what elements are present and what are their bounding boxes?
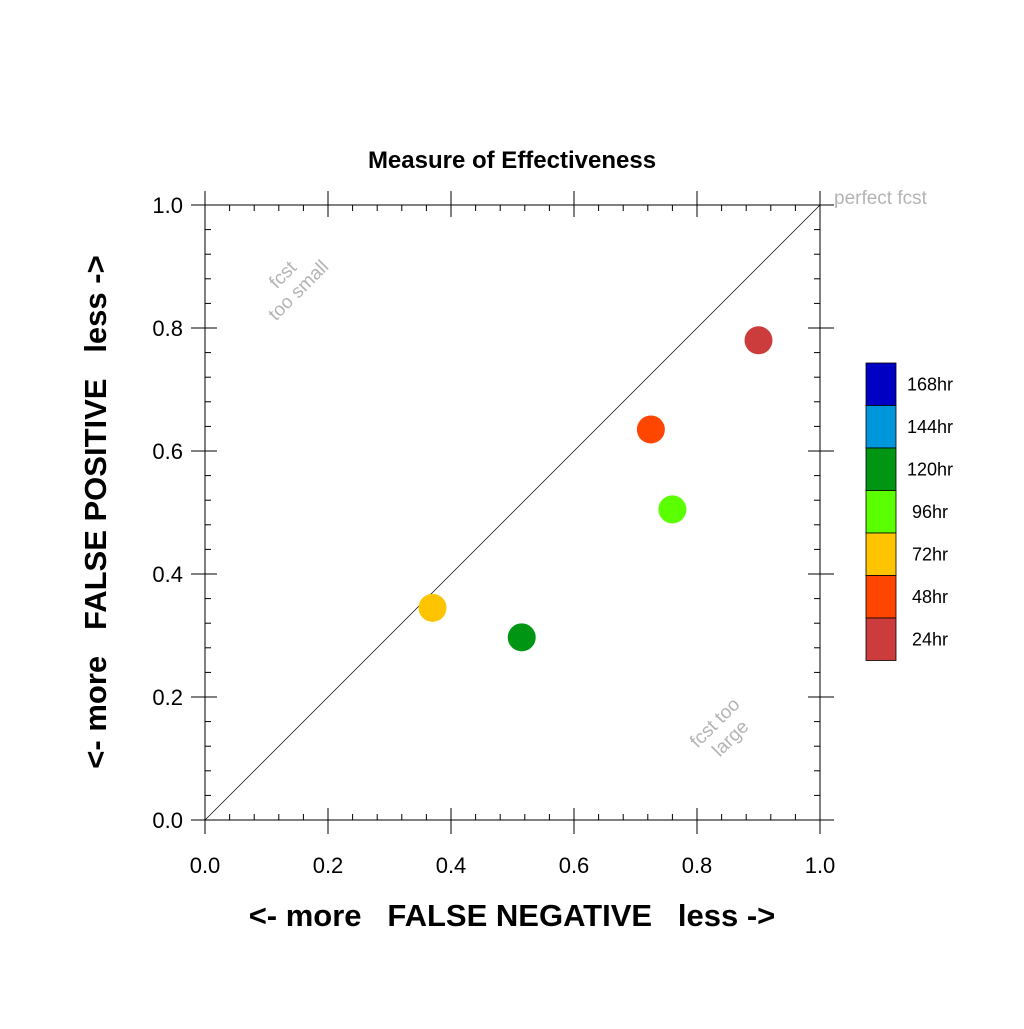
legend-label-24hr: 24hr: [912, 629, 948, 649]
y-tick-label: 0.4: [152, 562, 183, 587]
annotation-too-small: fcst too small: [265, 257, 334, 326]
data-point-48hr: [636, 415, 665, 444]
legend-label-168hr: 168hr: [907, 374, 953, 394]
legend-swatch-144hr: [865, 405, 897, 449]
legend-label-72hr: 72hr: [912, 544, 948, 564]
legend-swatch-168hr: [865, 362, 897, 406]
perfect-forecast-line: [204, 204, 821, 821]
y-tick-label: 0.8: [152, 316, 183, 341]
legend-label-96hr: 96hr: [912, 502, 948, 522]
y-tick-label: 1.0: [152, 193, 183, 218]
legend-label-48hr: 48hr: [912, 587, 948, 607]
x-tick-label: 0.6: [559, 853, 590, 878]
legend-swatch-72hr: [865, 532, 897, 576]
x-tick-label: 0.8: [682, 853, 713, 878]
x-axis-label: <- more FALSE NEGATIVE less ->: [249, 898, 776, 933]
data-point-120hr: [507, 623, 536, 652]
data-point-24hr: [744, 326, 773, 355]
y-tick-label: 0.2: [152, 685, 183, 710]
axis-ticks: [191, 191, 834, 834]
annotation-too-large: fcst too large: [686, 694, 753, 761]
chart-title: Measure of Effectiveness: [368, 147, 656, 174]
plot-frame: [204, 204, 821, 821]
data-point-96hr: [658, 495, 687, 524]
legend: 168hr 144hr 120hr 96hr 72hr 48hr 24hr: [865, 362, 953, 661]
legend-swatch-120hr: [865, 447, 897, 491]
legend-swatch-48hr: [865, 575, 897, 619]
legend-label-120hr: 120hr: [907, 459, 953, 479]
data-points: [418, 326, 773, 652]
x-tick-label: 1.0: [805, 853, 836, 878]
y-tick-label: 0.0: [152, 808, 183, 833]
plot-border: [204, 204, 821, 821]
x-tick-label: 0.2: [313, 853, 344, 878]
tick-labels: 0.0 0.2 0.4 0.6 0.8 1.0 0.0 0.2 0.4 0.6 0.8 1.0: [152, 193, 835, 878]
legend-label-144hr: 144hr: [907, 417, 953, 437]
data-point-72hr: [418, 593, 447, 622]
y-axis-label: <- more FALSE POSITIVE less ->: [78, 255, 113, 768]
y-tick-label: 0.6: [152, 439, 183, 464]
x-tick-label: 0.4: [436, 853, 467, 878]
annotation-perfect-fcst: perfect fcst: [834, 188, 928, 209]
legend-swatch-96hr: [865, 490, 897, 534]
legend-swatch-24hr: [865, 617, 897, 661]
x-tick-label: 0.0: [190, 853, 221, 878]
annotation-too-small-line2: too small: [265, 257, 334, 326]
